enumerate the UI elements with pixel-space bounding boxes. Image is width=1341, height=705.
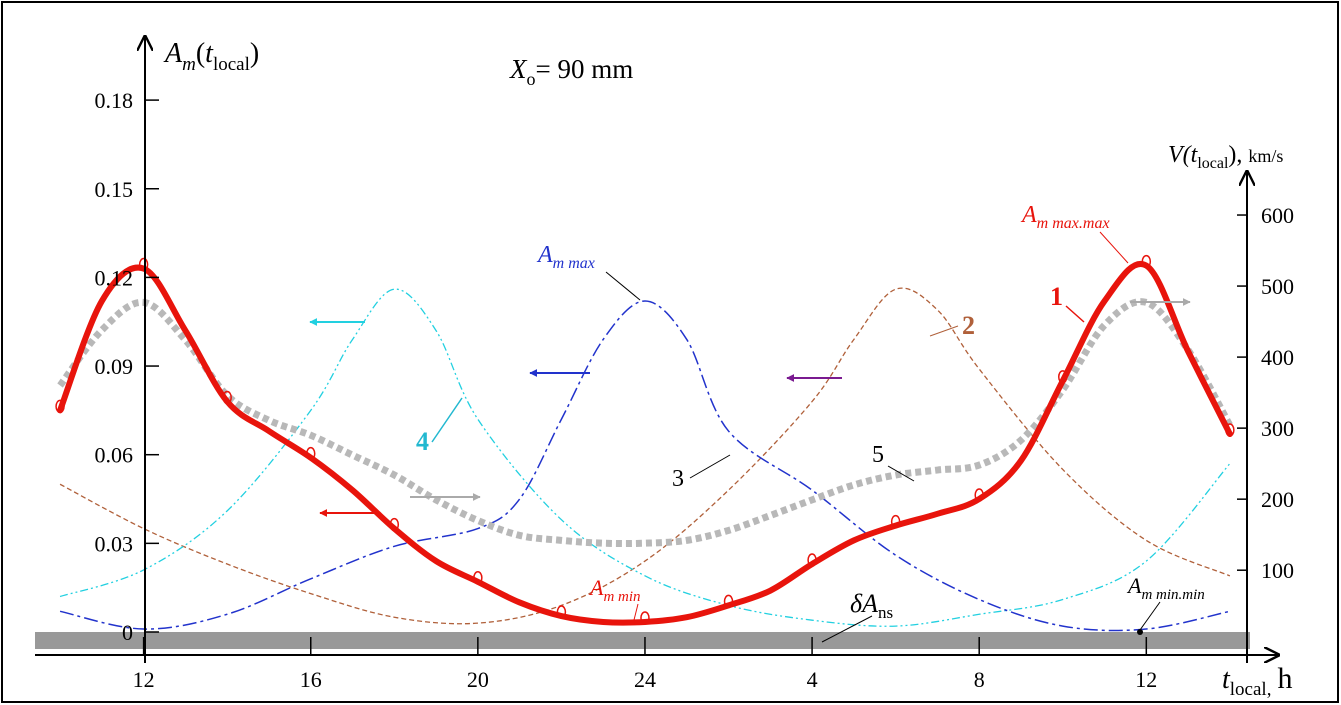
label-part: h bbox=[1277, 662, 1292, 695]
plot-area bbox=[55, 254, 1235, 632]
curve-label: 3 bbox=[672, 466, 684, 492]
series-line bbox=[59, 287, 1231, 625]
label-part: m bbox=[182, 54, 196, 75]
leader-line bbox=[887, 465, 915, 482]
label-part: A bbox=[1126, 573, 1142, 598]
y-tick-label: 0.03 bbox=[95, 531, 134, 556]
y2-tick-label: 100 bbox=[1261, 558, 1294, 583]
label-part: m max.max bbox=[1037, 215, 1110, 232]
chart-title: Xo= 90 mm bbox=[509, 54, 633, 89]
label-part: km/s bbox=[1248, 146, 1283, 166]
curve-label: 4 bbox=[416, 427, 429, 456]
y-tick-label: 0.18 bbox=[95, 88, 134, 113]
annotation: Am min bbox=[588, 575, 641, 605]
series-line bbox=[57, 260, 1233, 626]
data-point bbox=[974, 488, 984, 502]
label-part: t bbox=[1222, 664, 1231, 695]
x-tick-label: 12 bbox=[133, 667, 155, 692]
y2-tick-label: 400 bbox=[1261, 345, 1294, 370]
y2-axis-label: V(tlocal), km/s bbox=[1168, 142, 1283, 172]
label-part: A bbox=[163, 38, 183, 69]
title-part: = 90 mm bbox=[536, 54, 634, 84]
data-point bbox=[723, 594, 734, 609]
annotation: Am max bbox=[536, 242, 595, 272]
label-part: ( bbox=[196, 38, 205, 69]
data-point bbox=[1058, 370, 1068, 384]
label-part: t bbox=[205, 38, 214, 69]
y2-tick-label: 300 bbox=[1261, 416, 1294, 441]
leader-line bbox=[431, 397, 463, 443]
x-axis-label: tlocal, h bbox=[1222, 662, 1292, 700]
label-part: local bbox=[1197, 155, 1229, 172]
data-point bbox=[222, 390, 232, 405]
point-marker bbox=[1137, 629, 1143, 635]
y-tick-label: 0.09 bbox=[95, 354, 134, 379]
noise-band bbox=[35, 632, 1250, 649]
y2-tick-label: 600 bbox=[1261, 203, 1294, 228]
leader-line bbox=[605, 271, 641, 301]
label-part: ), bbox=[1228, 142, 1248, 168]
label-part: ) bbox=[250, 38, 259, 69]
data-point bbox=[1225, 423, 1235, 437]
data-point bbox=[305, 446, 316, 461]
label-part: δA bbox=[850, 589, 878, 618]
data-point bbox=[1141, 254, 1152, 269]
y-axis-label: Am(tlocal) bbox=[163, 38, 259, 75]
label-part: m min.min bbox=[1141, 587, 1204, 603]
y-tick-label: 0 bbox=[122, 620, 133, 645]
leader-line bbox=[929, 325, 959, 337]
data-point bbox=[138, 257, 149, 272]
data-point bbox=[389, 517, 400, 532]
annotation: Am min.min bbox=[1126, 573, 1205, 603]
label-part: ns bbox=[878, 603, 893, 622]
annotation: Am max.max bbox=[1020, 202, 1110, 232]
y2-tick-label: 500 bbox=[1261, 274, 1294, 299]
label-part: A bbox=[588, 575, 604, 600]
label-part: m max bbox=[553, 255, 595, 272]
y-tick-label: 0.12 bbox=[95, 265, 134, 290]
label-part: A bbox=[1020, 202, 1037, 228]
curve-label: 1 bbox=[1050, 282, 1063, 311]
series-line bbox=[57, 298, 1233, 548]
data-point bbox=[556, 605, 567, 619]
leader-line bbox=[689, 454, 731, 479]
data-point bbox=[890, 514, 901, 529]
label-part: t bbox=[1191, 142, 1199, 168]
data-point bbox=[640, 611, 650, 625]
y-tick-label: 0.06 bbox=[95, 443, 134, 468]
series-line bbox=[59, 288, 1231, 627]
label-part: V( bbox=[1168, 142, 1193, 168]
y-tick-label: 0.15 bbox=[95, 177, 134, 202]
curve-label: 2 bbox=[962, 311, 975, 340]
x-tick-label: 16 bbox=[300, 667, 322, 692]
series-line bbox=[59, 300, 1231, 632]
x-tick-label: 4 bbox=[807, 667, 818, 692]
leader-line bbox=[1139, 601, 1161, 631]
leader-line bbox=[633, 603, 639, 621]
label-part: m min bbox=[603, 589, 640, 605]
x-tick-label: 12 bbox=[1135, 667, 1157, 692]
leader-line bbox=[1099, 231, 1129, 264]
x-tick-label: 20 bbox=[467, 667, 489, 692]
data-point bbox=[473, 571, 483, 585]
x-tick-label: 8 bbox=[974, 667, 985, 692]
curve-label: 5 bbox=[872, 442, 884, 468]
leader-line bbox=[1065, 305, 1085, 323]
label-part: local bbox=[213, 54, 250, 75]
y2-tick-label: 200 bbox=[1261, 487, 1294, 512]
label-part: local, bbox=[1230, 679, 1272, 700]
data-point bbox=[55, 399, 65, 414]
title-part: o bbox=[527, 69, 536, 89]
annotation: δAns bbox=[850, 589, 893, 622]
x-tick-label: 24 bbox=[634, 667, 656, 692]
title-part: X bbox=[509, 54, 528, 84]
leader-line bbox=[821, 615, 873, 643]
label-part: A bbox=[536, 242, 553, 268]
data-point bbox=[807, 553, 817, 567]
